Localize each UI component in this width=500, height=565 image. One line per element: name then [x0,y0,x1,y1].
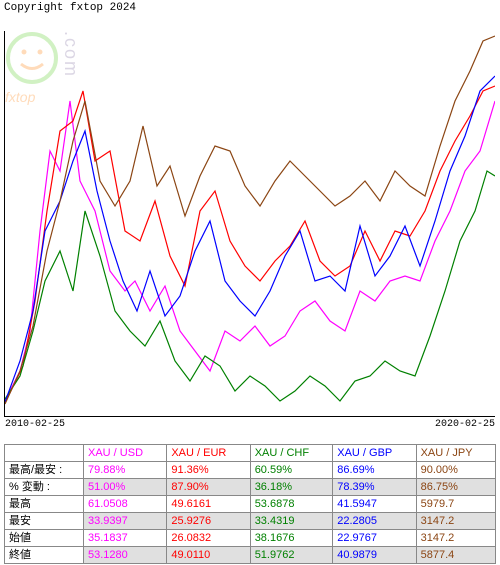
table-cell: 5877.4 [416,547,495,564]
row-label: 最高/最安 : [5,462,84,479]
col-header: XAU / CHF [250,445,333,462]
table-corner [5,445,84,462]
data-table: XAU / USDXAU / EURXAU / CHFXAU / GBPXAU … [4,444,496,564]
table-cell: 53.1280 [84,547,167,564]
row-label: 最安 [5,513,84,530]
table-cell: 87.90% [167,479,250,496]
table-cell: 86.75% [416,479,495,496]
table-cell: 3147.2 [416,513,495,530]
col-header: XAU / EUR [167,445,250,462]
chart-container: fxtop .com 2010-02-25 2020-02-25 [0,16,498,426]
table-cell: 33.4319 [250,513,333,530]
col-header: XAU / GBP [333,445,416,462]
series-xau---gbp [5,76,495,402]
table-cell: 3147.2 [416,530,495,547]
x-axis-end-label: 2020-02-25 [435,419,495,430]
table-cell: 78.39% [333,479,416,496]
row-label: 終値 [5,547,84,564]
table-cell: 41.5947 [333,496,416,513]
line-chart-svg [5,31,495,416]
table-cell: 79.88% [84,462,167,479]
table-cell: 60.59% [250,462,333,479]
table-cell: 49.6161 [167,496,250,513]
row-label: 始値 [5,530,84,547]
table-cell: 51.9762 [250,547,333,564]
table-cell: 91.36% [167,462,250,479]
table-cell: 40.9879 [333,547,416,564]
table-cell: 49.0110 [167,547,250,564]
table-cell: 86.69% [333,462,416,479]
table-cell: 61.0508 [84,496,167,513]
row-label: % 変動 : [5,479,84,496]
chart-plot-area: 2010-02-25 2020-02-25 [4,31,495,417]
col-header: XAU / JPY [416,445,495,462]
copyright-text: Copyright fxtop 2024 [0,0,500,16]
x-axis-start-label: 2010-02-25 [5,419,65,430]
series-xau---jpy [5,36,495,404]
series-xau---eur [5,86,495,403]
table-cell: 5979.7 [416,496,495,513]
row-label: 最高 [5,496,84,513]
table-cell: 90.00% [416,462,495,479]
table-cell: 22.9767 [333,530,416,547]
table-cell: 26.0832 [167,530,250,547]
table-cell: 35.1837 [84,530,167,547]
table-cell: 25.9276 [167,513,250,530]
table-cell: 38.1676 [250,530,333,547]
series-xau---chf [5,171,495,401]
table-cell: 51.00% [84,479,167,496]
table-cell: 53.6878 [250,496,333,513]
col-header: XAU / USD [84,445,167,462]
table-cell: 22.2805 [333,513,416,530]
table-cell: 33.9397 [84,513,167,530]
table-cell: 36.18% [250,479,333,496]
